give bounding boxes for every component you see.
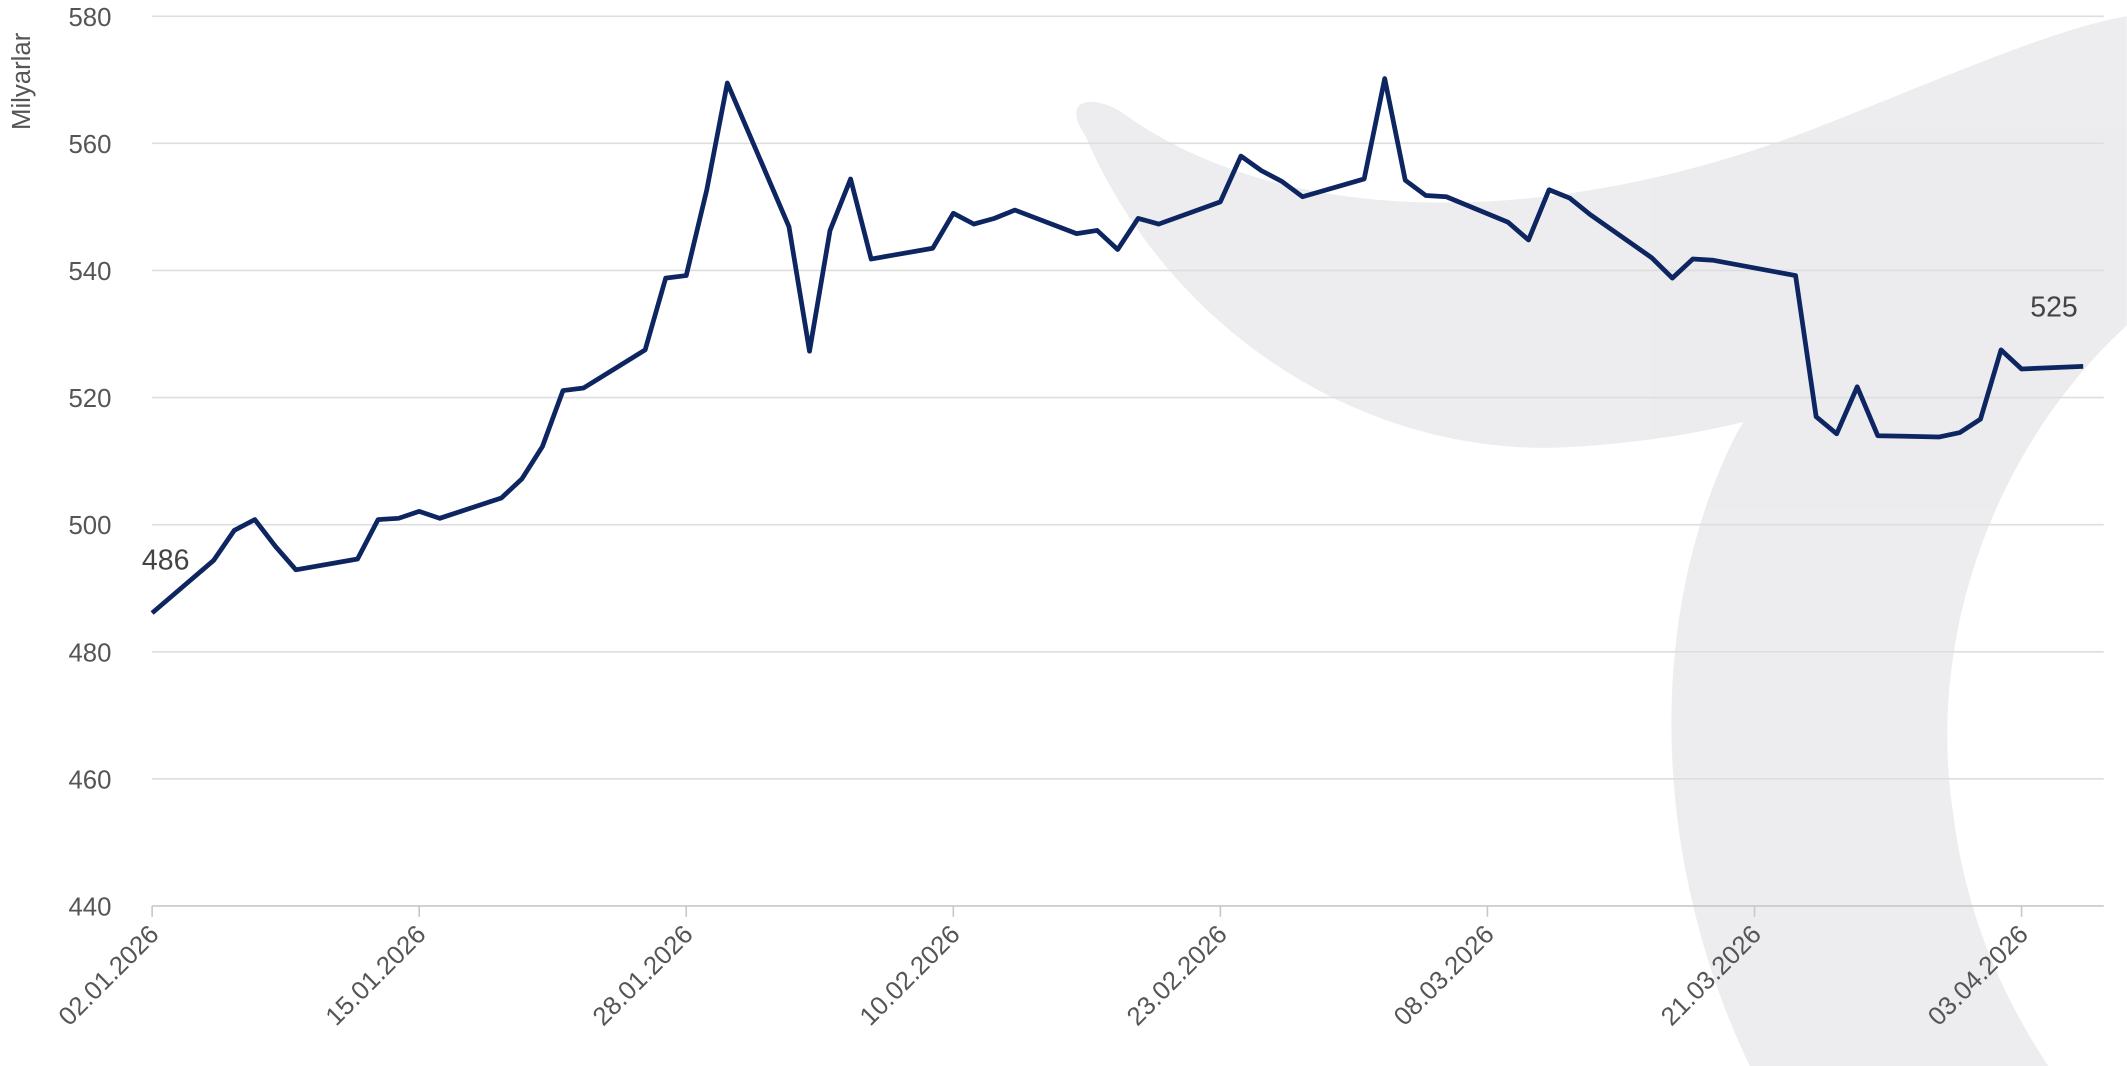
- x-tick-label: 23.02.2026: [1122, 920, 1233, 1031]
- x-tick-label: 15.01.2026: [321, 920, 432, 1031]
- x-tick-label: 02.01.2026: [54, 920, 165, 1031]
- data-line: [150, 76, 2084, 615]
- y-axis-label: Milyarlar: [8, 32, 36, 130]
- y-tick-label: 560: [68, 131, 111, 159]
- x-tick-label: 08.03.2026: [1389, 920, 1500, 1031]
- value-label: 525: [2030, 291, 2077, 323]
- y-tick-label: 460: [68, 766, 111, 794]
- y-tick-label: 440: [68, 893, 111, 921]
- x-tick-label: 10.02.2026: [855, 920, 966, 1031]
- x-tick-label: 28.01.2026: [588, 920, 699, 1031]
- y-tick-label: 480: [68, 639, 111, 667]
- y-tick-label: 580: [68, 4, 111, 32]
- y-tick-label: 500: [68, 512, 111, 540]
- background-swoosh: [1076, 16, 2127, 1066]
- value-label: 486: [142, 545, 189, 577]
- y-tick-label: 540: [68, 258, 111, 286]
- y-tick-label: 520: [68, 385, 111, 413]
